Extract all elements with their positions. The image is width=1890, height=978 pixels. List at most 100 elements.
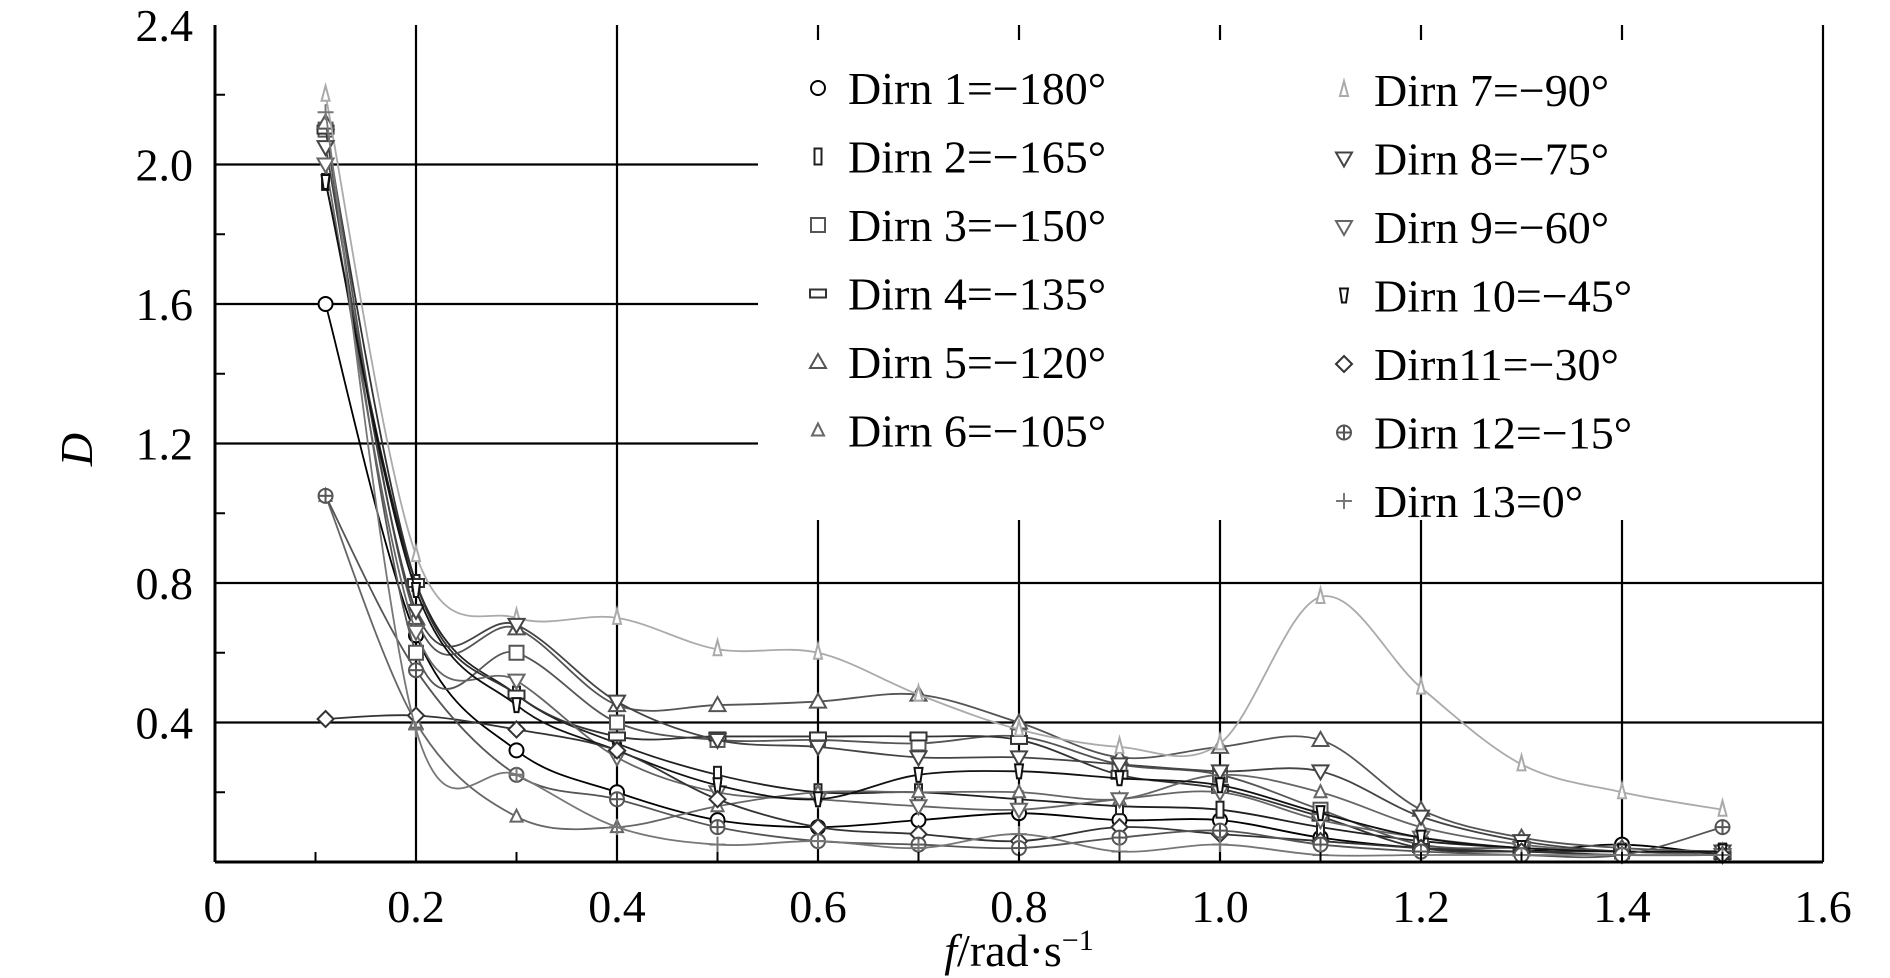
data-point: [1010, 734, 1028, 745]
x-tick-label: 1.4: [1593, 881, 1651, 932]
legend-item: Dirn 2=−165°: [813, 132, 1106, 183]
data-point: [408, 662, 424, 679]
tick-labels: 0 0.2 0.4 0.6 0.8 1.0 1.2 1.4 1.6 0.4 0.8 1.2 1.6 2.0…: [136, 0, 1852, 932]
data-point: [808, 739, 828, 757]
legend-label: Dirn 7=−90°: [1374, 65, 1609, 116]
legend-item: Dirn 13=0°: [1336, 476, 1583, 527]
data-point: [1111, 829, 1128, 846]
y-tick-label: 2.0: [136, 140, 194, 191]
data-point: [317, 104, 334, 121]
data-point: [508, 766, 525, 783]
data-point: [1212, 836, 1228, 853]
data-point: [1214, 730, 1226, 751]
data-point: [812, 639, 824, 660]
data-point: [508, 644, 525, 661]
x-tick-label: 0.2: [387, 881, 445, 932]
data-point: [1415, 674, 1427, 695]
data-point: [1315, 584, 1326, 604]
x-tick-label: 0: [204, 881, 227, 932]
data-point: [508, 742, 525, 759]
data-point: [1714, 819, 1731, 836]
legend-label: Dirn 1=−180°: [848, 63, 1106, 114]
data-point: [607, 694, 627, 712]
legend-marker: [1334, 354, 1354, 374]
data-point: [707, 695, 728, 713]
data-point: [406, 603, 426, 621]
data-point: [1516, 751, 1527, 772]
series-7: [320, 81, 1728, 817]
legend-marker: [810, 80, 826, 96]
data-point: [1717, 796, 1728, 817]
legend-marker: [810, 421, 826, 437]
data-point: [609, 819, 625, 836]
x-axis-label: f/rad·s−1: [944, 924, 1093, 977]
series-line-10: [324, 181, 1723, 853]
data-point: [913, 681, 924, 702]
data-point: [317, 296, 334, 312]
legend-marker: [810, 217, 826, 233]
data-point: [408, 644, 424, 661]
series-line-13: [324, 112, 1723, 857]
legend-label: Dirn11=−30°: [1374, 339, 1619, 390]
series-line-3: [324, 129, 1723, 856]
x-axis-unit: /rad·s: [957, 925, 1062, 976]
legend-background: [758, 40, 1823, 520]
series-line-8: [324, 146, 1723, 854]
data-point: [1616, 779, 1628, 800]
data-point: [1315, 805, 1326, 822]
data-point: [609, 714, 625, 731]
legend-label: Dirn 6=−105°: [848, 406, 1106, 457]
axes: [213, 25, 1825, 864]
data-point: [1109, 757, 1130, 775]
legend-marker: [1336, 493, 1352, 509]
legend-label: Dirn 10=−45°: [1374, 271, 1632, 322]
legend-marker: [813, 147, 823, 166]
legend-item: Dirn 1=−180°: [810, 63, 1106, 114]
legend-label: Dirn 12=−15°: [1374, 408, 1632, 459]
data-point: [316, 709, 335, 729]
legend-marker: [1334, 220, 1354, 238]
x-tick-label: 0.8: [990, 881, 1048, 932]
legend-item: Dirn 8=−75°: [1334, 134, 1609, 185]
data-point: [320, 81, 331, 102]
legend-label: Dirn 13=0°: [1374, 476, 1583, 527]
series-13: [317, 104, 1731, 864]
legend-label: Dirn 5=−120°: [848, 337, 1106, 388]
data-point: [408, 721, 424, 738]
data-point: [1013, 716, 1025, 737]
data-point: [910, 783, 927, 799]
data-point: [1411, 809, 1431, 827]
series-group: [315, 81, 1733, 866]
x-tick-label: 1.2: [1392, 881, 1450, 932]
legend-item: Dirn 6=−105°: [810, 406, 1106, 457]
data-point: [1312, 783, 1329, 799]
data-point: [812, 791, 824, 808]
legend-item: Dirn 7=−90°: [1338, 65, 1609, 116]
legend-item: Dirn 5=−120°: [808, 337, 1106, 388]
data-point: [709, 819, 726, 836]
legend-marker: [1334, 151, 1354, 169]
data-point: [406, 624, 426, 642]
y-tick-label: 0.8: [136, 558, 194, 609]
data-point: [1210, 764, 1230, 782]
legend-item: Dirn 12=−15°: [1336, 408, 1632, 459]
data-point: [506, 617, 527, 635]
data-point: [507, 720, 526, 739]
data-point: [410, 581, 422, 598]
series-line-5: [324, 122, 1723, 853]
legend-item: Dirn11=−30°: [1334, 339, 1619, 390]
data-point: [709, 836, 726, 853]
legend-marker: [1336, 424, 1352, 441]
data-point: [607, 740, 627, 760]
data-point: [608, 731, 626, 742]
y-tick-label: 1.6: [136, 279, 194, 330]
data-point: [913, 766, 924, 783]
data-point: [511, 697, 522, 714]
data-point: [908, 799, 929, 817]
legend-label: Dirn 9=−60°: [1374, 202, 1609, 253]
data-point: [1011, 826, 1027, 843]
y-tick-label: 0.4: [136, 698, 194, 749]
data-point: [320, 173, 331, 190]
legend-item: Dirn 10=−45°: [1338, 271, 1632, 322]
